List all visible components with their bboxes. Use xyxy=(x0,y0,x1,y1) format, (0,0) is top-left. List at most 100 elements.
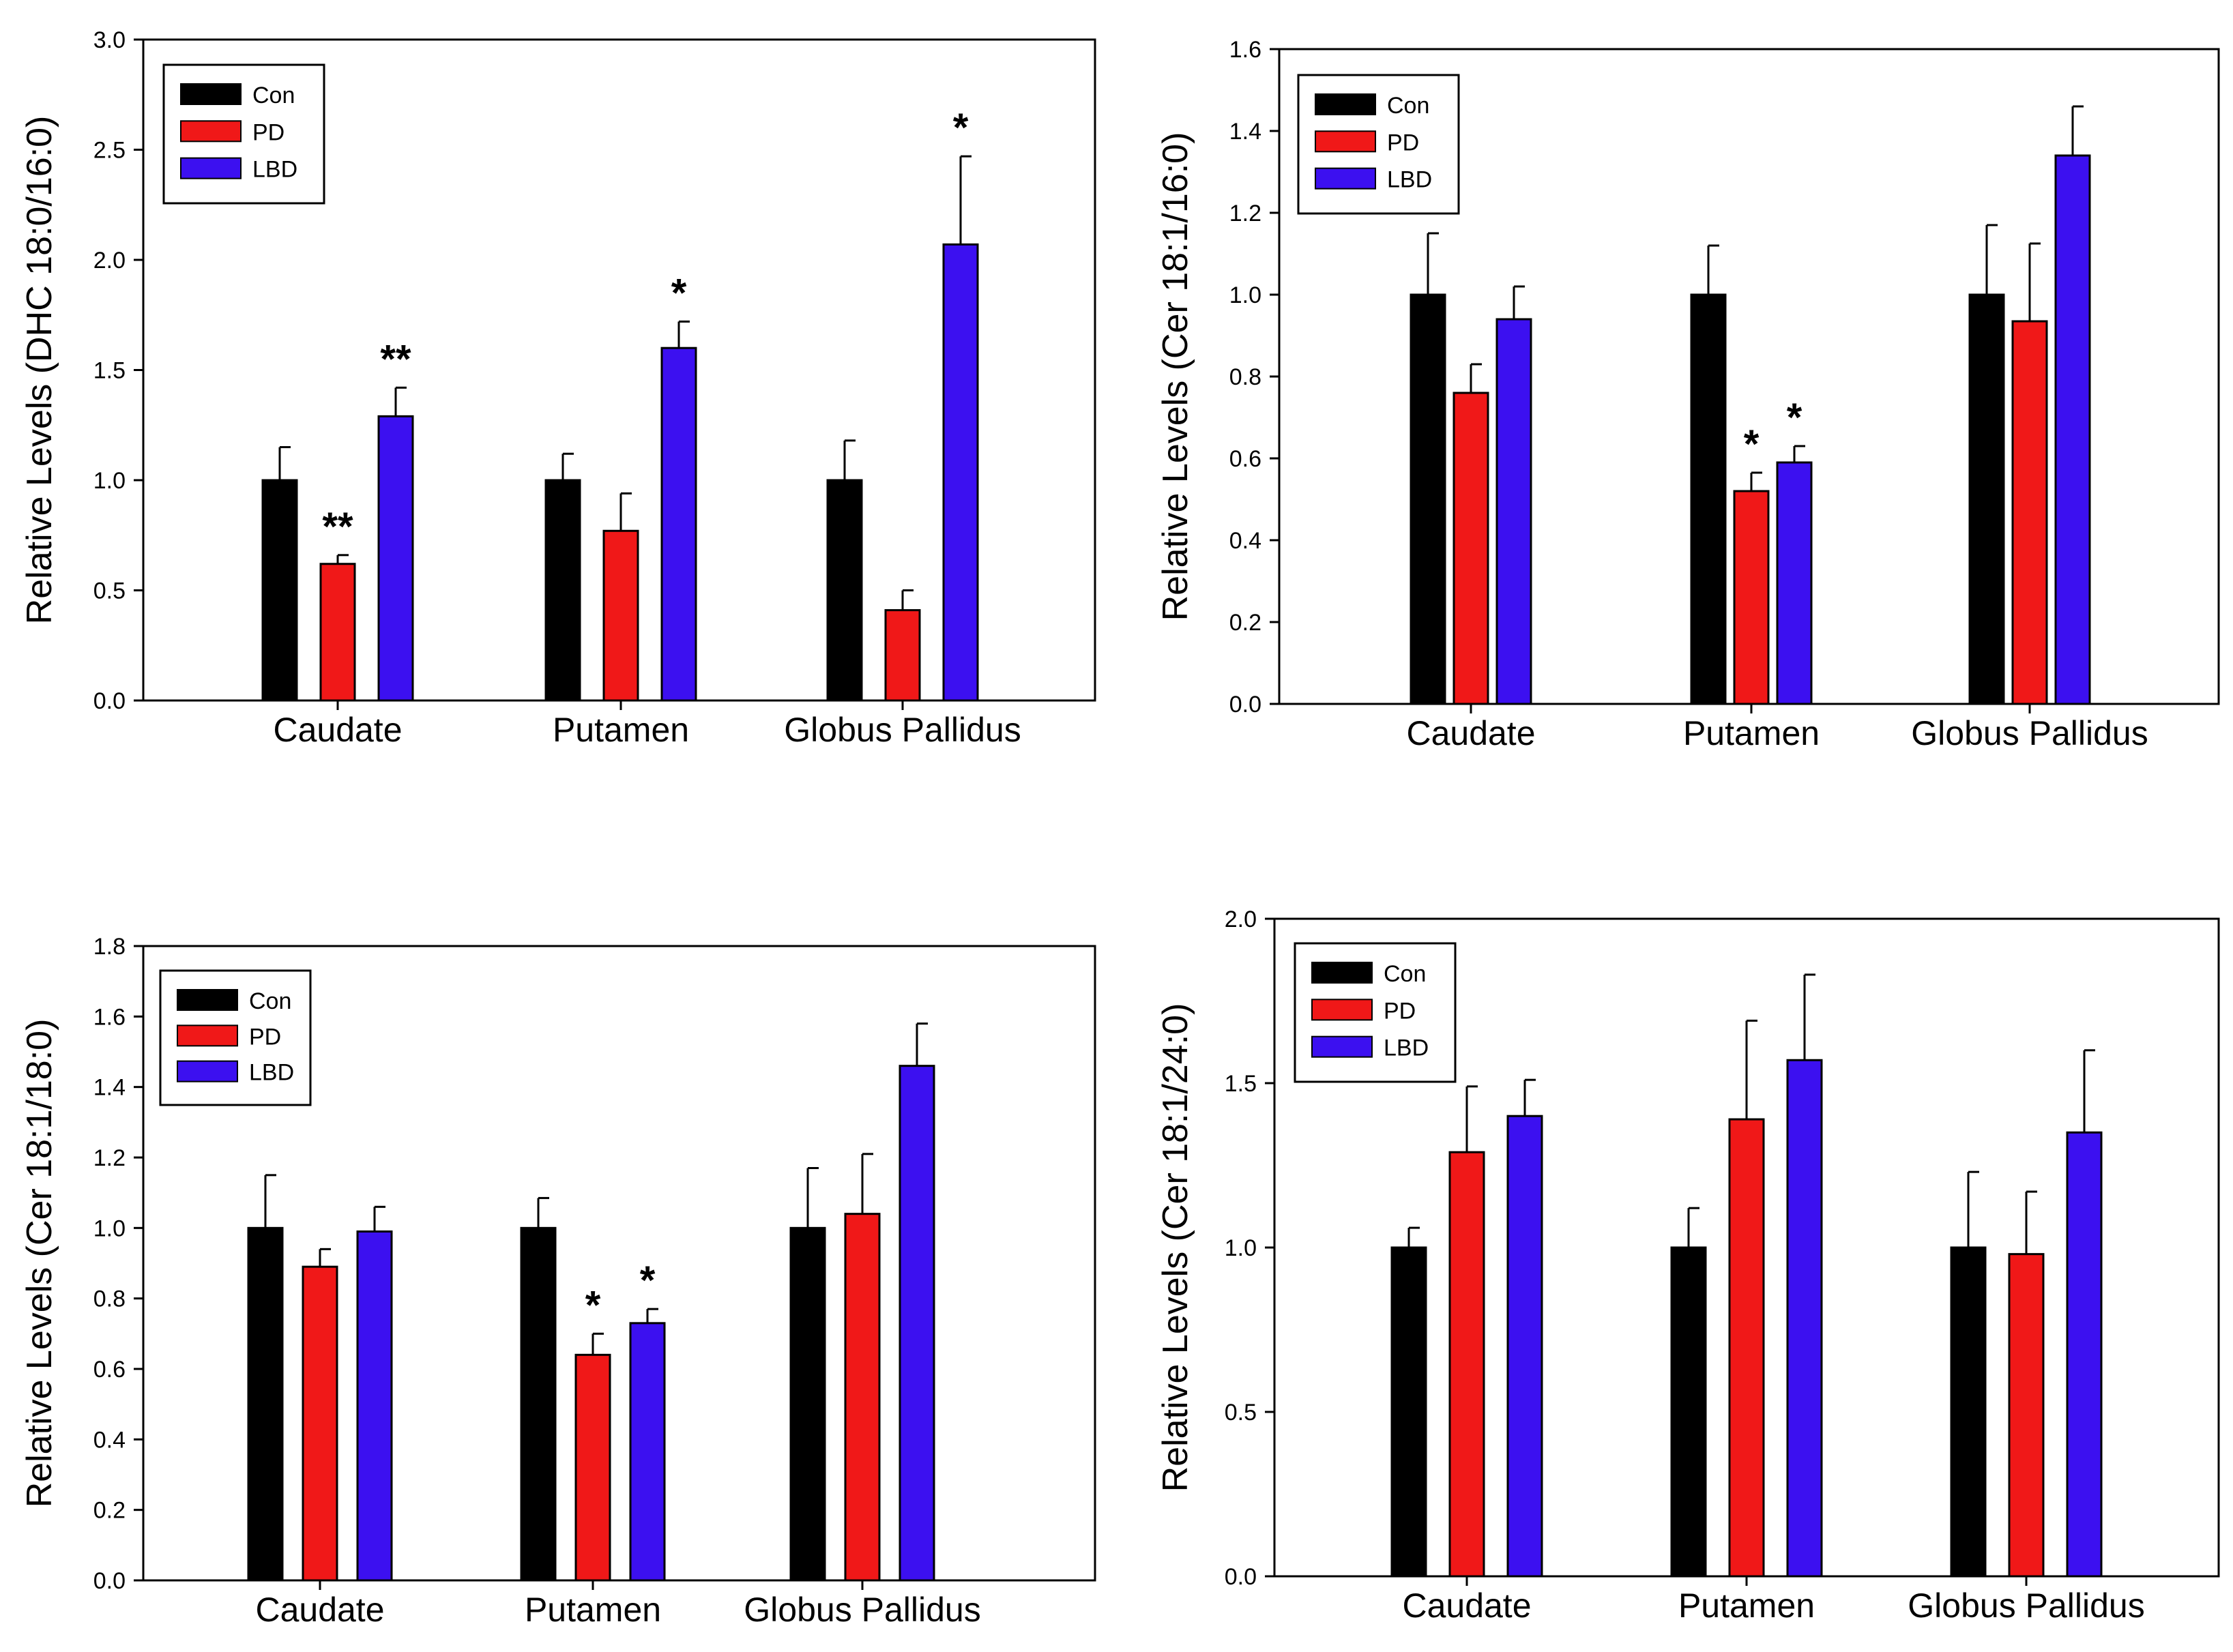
x-category-label: Caudate xyxy=(255,1591,384,1629)
legend-swatch-lbd xyxy=(1315,167,1376,190)
y-tick-label: 0.5 xyxy=(93,578,126,604)
bar-con xyxy=(1390,1246,1427,1578)
plot-frame xyxy=(142,945,1096,1582)
significance-marker: * xyxy=(640,1258,656,1303)
legend-swatch-lbd xyxy=(180,157,242,179)
bar-con xyxy=(789,1226,826,1582)
bar-con xyxy=(1670,1246,1707,1578)
bar-pd xyxy=(574,1353,611,1582)
bar-con xyxy=(1968,293,2005,705)
bar-pd xyxy=(1453,392,1489,705)
legend-swatch-con xyxy=(1315,93,1376,115)
y-tick-label: 1.2 xyxy=(1229,201,1261,226)
x-category-label: Globus Pallidus xyxy=(1911,714,2148,752)
legend-label: PD xyxy=(1387,130,1419,156)
significance-marker: ** xyxy=(322,505,353,549)
bar-lbd xyxy=(660,346,697,702)
y-tick-label: 0.0 xyxy=(93,1568,126,1594)
y-tick-label: 1.4 xyxy=(93,1075,126,1101)
significance-marker: * xyxy=(953,106,969,150)
legend-swatch-pd xyxy=(1311,999,1373,1021)
legend: Con PD LBD xyxy=(1294,942,1457,1083)
legend: Con PD LBD xyxy=(162,63,325,205)
bar-con xyxy=(247,1226,284,1582)
y-axis-label: Relative Levels (Cer 18:1/16:0) xyxy=(1156,132,1195,621)
y-tick-label: 0.0 xyxy=(1225,1564,1257,1590)
bar-pd xyxy=(2011,320,2048,705)
bar-con xyxy=(1950,1246,1987,1578)
legend-label: Con xyxy=(1387,93,1429,119)
bar-lbd xyxy=(942,243,979,702)
bar-lbd xyxy=(899,1065,935,1582)
y-tick-label: 0.4 xyxy=(93,1427,126,1453)
y-tick-label: 0.6 xyxy=(1229,446,1261,472)
y-tick-label: 1.6 xyxy=(1229,37,1261,63)
significance-marker: * xyxy=(1787,396,1803,440)
legend-swatch-lbd xyxy=(177,1060,238,1082)
bar-pd xyxy=(884,609,921,702)
legend-swatch-pd xyxy=(1315,130,1376,153)
y-axis-label: Relative Levels (Cer 18:1/18:0) xyxy=(20,1019,59,1508)
legend-label: Con xyxy=(249,988,291,1014)
legend-swatch-con xyxy=(180,83,242,105)
legend-swatch-pd xyxy=(177,1024,238,1047)
bar-con xyxy=(1690,293,1727,705)
y-tick-label: 1.4 xyxy=(1229,119,1261,145)
y-tick-label: 1.0 xyxy=(1225,1235,1257,1261)
legend-label: LBD xyxy=(1384,1035,1429,1061)
legend-label: LBD xyxy=(249,1060,294,1086)
bar-pd xyxy=(302,1265,338,1582)
x-category-label: Globus Pallidus xyxy=(784,711,1021,749)
bar-pd xyxy=(2008,1253,2045,1578)
significance-marker: * xyxy=(1744,422,1760,467)
y-tick-label: 2.0 xyxy=(1225,906,1257,932)
y-tick-label: 0.8 xyxy=(93,1286,126,1312)
y-tick-label: 0.6 xyxy=(93,1357,126,1383)
legend-swatch-con xyxy=(177,989,238,1011)
chart-panel-2: 0.0 0.2 0.4 0.6 0.8 1.0 1.2 1.4 1.6 Relative Leve… xyxy=(1156,37,2220,752)
x-category-label: Putamen xyxy=(1683,714,1820,752)
y-tick-label: 1.6 xyxy=(93,1004,126,1030)
significance-marker: * xyxy=(585,1283,601,1327)
y-tick-label: 2.5 xyxy=(93,138,126,164)
legend-swatch-con xyxy=(1311,962,1373,984)
y-tick-label: 0.0 xyxy=(1229,692,1261,718)
y-tick-label: 1.0 xyxy=(93,468,126,494)
legend-label: PD xyxy=(249,1024,281,1050)
chart-panel-4: 0.0 0.5 1.0 1.5 2.0 Relative Levels (Cer 18:1… xyxy=(1156,906,2220,1625)
legend-label: PD xyxy=(252,119,284,145)
x-category-label: Caudate xyxy=(1406,714,1535,752)
x-category-label: Globus Pallidus xyxy=(744,1591,980,1629)
bar-lbd xyxy=(2066,1131,2103,1578)
bar-lbd xyxy=(629,1322,666,1582)
bar-con xyxy=(520,1226,557,1582)
x-category-label: Caudate xyxy=(1402,1587,1531,1625)
bar-lbd xyxy=(1776,461,1813,705)
bar-lbd xyxy=(377,415,414,702)
legend: Con PD LBD xyxy=(1297,74,1460,215)
x-category-label: Putamen xyxy=(1678,1587,1815,1625)
y-tick-label: 0.5 xyxy=(1225,1400,1257,1426)
bar-con xyxy=(1410,293,1446,705)
bar-lbd xyxy=(1506,1115,1543,1578)
x-category-label: Globus Pallidus xyxy=(1908,1587,2144,1625)
legend-swatch-pd xyxy=(180,120,242,143)
bar-pd xyxy=(844,1213,881,1582)
y-tick-label: 1.0 xyxy=(1229,282,1261,308)
y-tick-label: 1.0 xyxy=(93,1215,126,1241)
y-tick-label: 2.0 xyxy=(93,248,126,274)
y-tick-label: 1.5 xyxy=(93,358,126,384)
bar-pd xyxy=(602,529,639,702)
y-tick-label: 1.2 xyxy=(93,1145,126,1171)
bar-lbd xyxy=(356,1230,393,1582)
bar-lbd xyxy=(1786,1059,1823,1578)
bar-con xyxy=(261,479,298,702)
bar-con xyxy=(544,479,581,702)
bar-pd xyxy=(1448,1151,1485,1578)
legend-label: Con xyxy=(252,83,295,108)
x-category-label: Caudate xyxy=(273,711,402,749)
bar-pd xyxy=(1728,1118,1765,1578)
y-tick-label: 1.8 xyxy=(93,934,126,960)
legend-label: LBD xyxy=(252,157,297,183)
